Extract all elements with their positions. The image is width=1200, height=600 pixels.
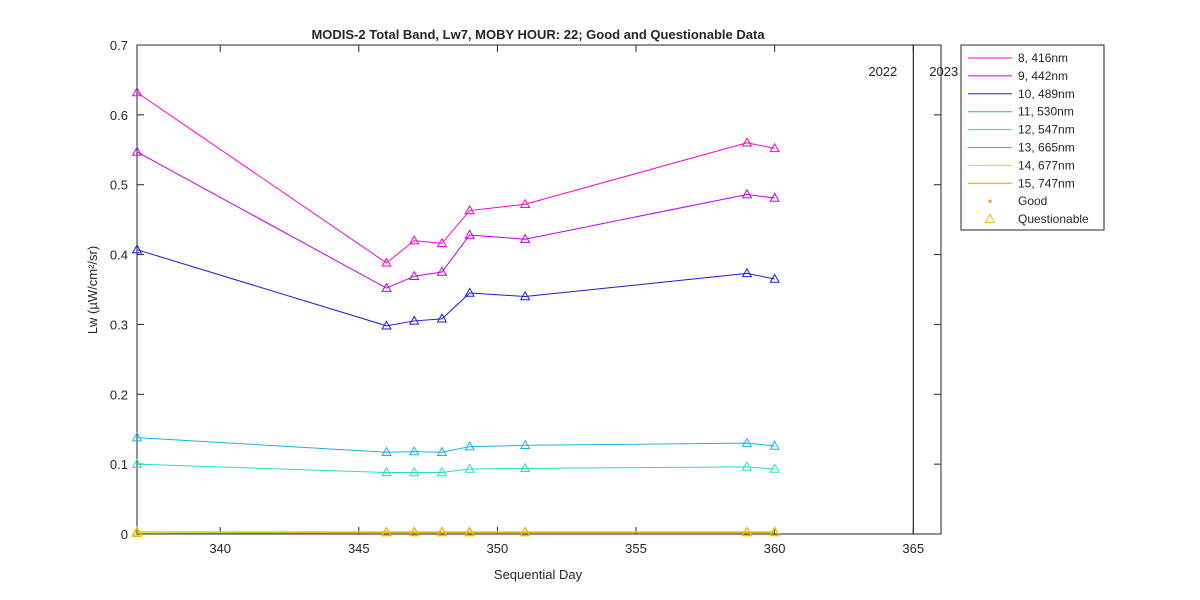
data-point-questionable — [409, 466, 420, 477]
series-15-747nm — [131, 526, 780, 538]
data-point-questionable — [519, 462, 531, 473]
legend-label: 14, 677nm — [1018, 158, 1075, 172]
data-point-questionable — [464, 287, 475, 297]
data-point-questionable — [381, 282, 392, 292]
data-point-questionable — [769, 142, 780, 153]
y-tick-label: 0.5 — [110, 178, 128, 193]
x-axis-label: Sequential Day — [494, 567, 583, 582]
data-point-questionable — [381, 257, 392, 267]
y-tick-label: 0.3 — [110, 317, 128, 332]
y-tick-label: 0.2 — [110, 387, 128, 402]
series-line — [136, 151, 775, 289]
series-line — [136, 249, 775, 327]
y-tick-label: 0 — [121, 527, 128, 542]
data-point-questionable — [131, 146, 143, 156]
data-point-questionable — [769, 440, 780, 450]
year-label-2023: 2023 — [929, 64, 958, 79]
data-point-questionable — [131, 244, 143, 254]
data-point-questionable — [464, 229, 475, 239]
data-point-questionable — [464, 463, 475, 473]
legend-label: Good — [1018, 194, 1047, 208]
data-point-questionable — [519, 439, 531, 450]
series-12-547nm — [131, 458, 780, 477]
x-tick-label: 360 — [764, 541, 786, 556]
data-point-questionable — [741, 137, 753, 147]
data-point-questionable — [519, 290, 531, 301]
data-point-questionable — [464, 204, 475, 215]
data-point-questionable — [769, 192, 780, 202]
year-label-2022: 2022 — [868, 64, 897, 79]
legend: 8, 416nm 9, 442nm 10, 489nm 11, 530nm 12, 54… — [960, 44, 1105, 231]
data-point-questionable — [741, 188, 753, 199]
y-axis-label: Lw (µW/cm²/sr) — [85, 246, 100, 334]
data-point-questionable — [131, 526, 143, 536]
series-10-489nm — [131, 244, 780, 330]
x-tick-label: 345 — [348, 541, 370, 556]
legend-label: 8, 416nm — [1018, 51, 1068, 65]
legend-label: 10, 489nm — [1018, 87, 1075, 101]
data-point-questionable — [519, 526, 531, 537]
data-point-questionable — [381, 320, 392, 330]
legend-label: 13, 665nm — [1018, 141, 1075, 155]
plot-area — [136, 44, 942, 535]
data-point-questionable — [769, 463, 780, 473]
data-point-questionable — [436, 526, 448, 537]
data-point-questionable — [769, 526, 780, 537]
data-point-questionable — [436, 237, 448, 248]
series-line — [136, 532, 775, 534]
data-point-questionable — [131, 527, 143, 538]
data-point-questionable — [741, 267, 753, 278]
data-point-questionable — [436, 466, 448, 477]
data-point-questionable — [381, 466, 392, 477]
legend-marker-good — [988, 199, 992, 203]
data-point-questionable — [409, 315, 420, 325]
data-point-questionable — [464, 526, 475, 537]
data-point-questionable — [409, 270, 420, 280]
data-point-questionable — [131, 431, 143, 442]
series-9-442nm — [131, 146, 780, 292]
series-8-416nm — [131, 86, 780, 267]
data-point-questionable — [464, 441, 475, 451]
legend-label: Questionable — [1018, 212, 1089, 226]
series-line — [136, 437, 775, 453]
data-point-questionable — [436, 446, 448, 456]
data-point-questionable — [409, 526, 420, 537]
legend-label: 15, 747nm — [1018, 176, 1075, 190]
y-tick-label: 0.1 — [110, 457, 128, 472]
data-point-questionable — [741, 437, 753, 447]
y-tick-label: 0.7 — [110, 38, 128, 53]
data-point-questionable — [409, 234, 420, 245]
data-point-questionable — [131, 86, 143, 97]
data-point-questionable — [741, 461, 753, 471]
series-line — [136, 92, 775, 264]
x-tick-label: 340 — [209, 541, 231, 556]
x-tick-label: 350 — [487, 541, 509, 556]
legend-marker-questionable — [984, 213, 996, 223]
data-point-questionable — [436, 266, 448, 276]
data-point-questionable — [436, 313, 448, 323]
data-point-questionable — [519, 233, 531, 243]
legend-label: 12, 547nm — [1018, 123, 1075, 137]
data-point-questionable — [519, 198, 531, 208]
x-tick-label: 355 — [625, 541, 647, 556]
y-tick-label: 0.6 — [110, 108, 128, 123]
series-line — [136, 463, 775, 474]
chart-title: MODIS-2 Total Band, Lw7, MOBY HOUR: 22; … — [311, 27, 765, 42]
x-tick-label: 365 — [902, 541, 924, 556]
data-point-questionable — [769, 273, 780, 283]
data-point-questionable — [381, 446, 392, 456]
data-point-questionable — [741, 526, 753, 537]
series-11-530nm — [131, 431, 780, 456]
data-point-questionable — [131, 458, 143, 468]
legend-label: 9, 442nm — [1018, 69, 1068, 83]
data-point-questionable — [409, 445, 420, 456]
legend-label: 11, 530nm — [1018, 105, 1074, 119]
data-point-questionable — [381, 526, 392, 537]
y-tick-label: 0.4 — [110, 248, 128, 263]
